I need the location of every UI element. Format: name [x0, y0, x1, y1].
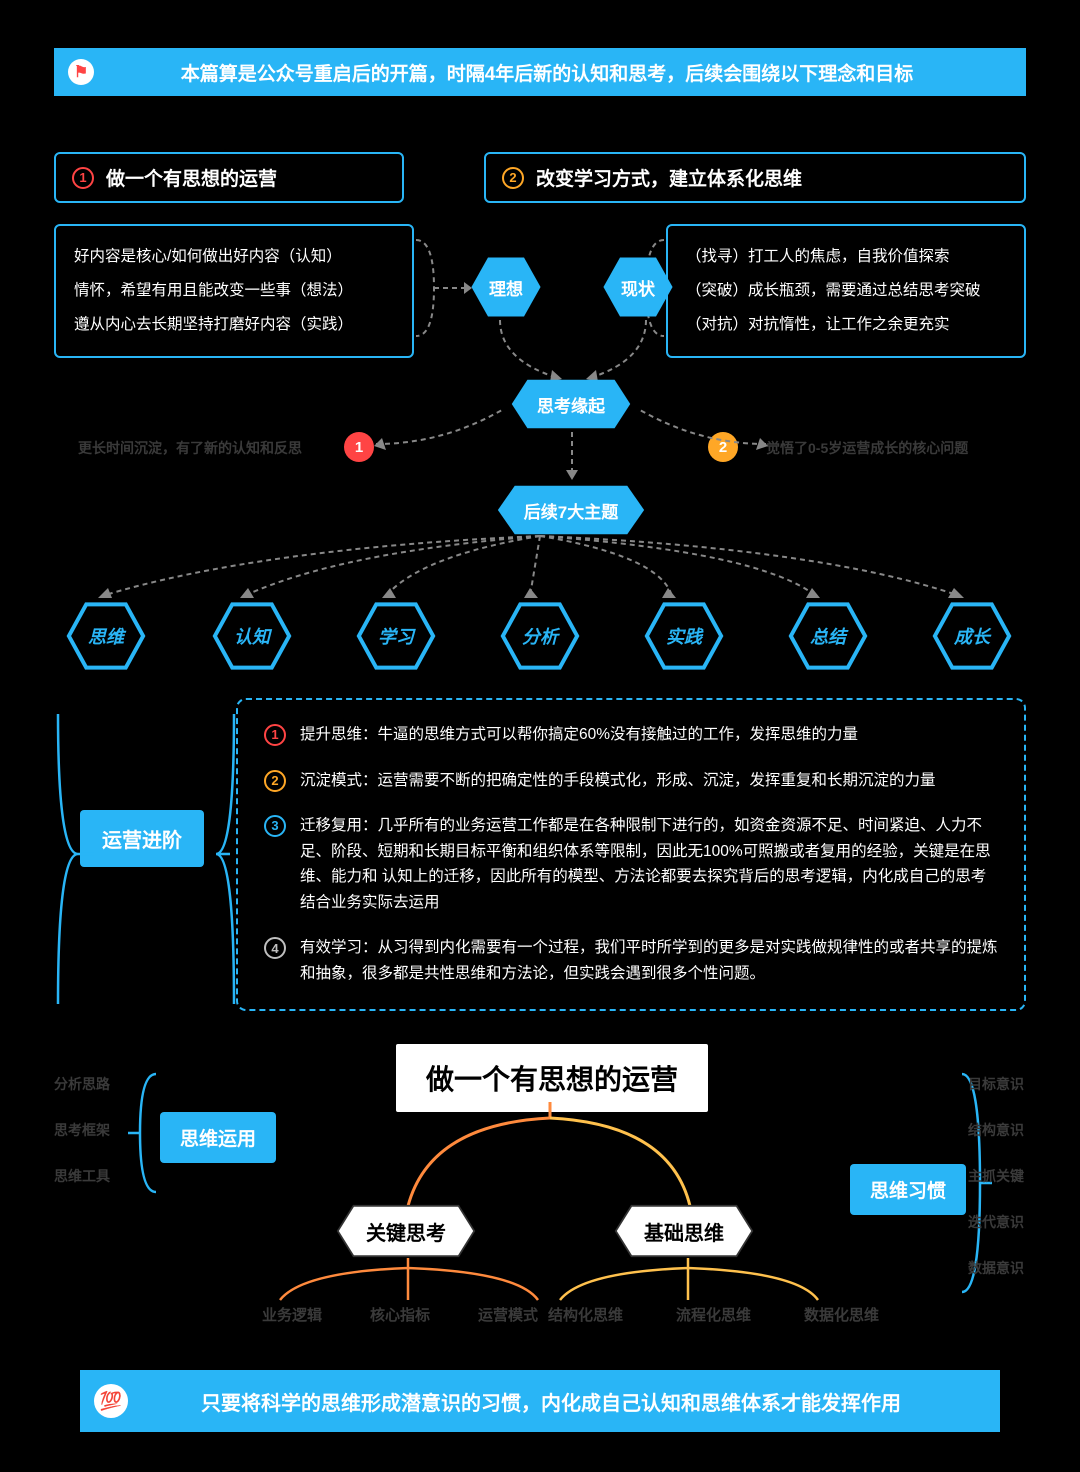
theme-hex-1: 认知: [210, 602, 294, 670]
current-line-3: （对抗）对抗惰性，让工作之余更充实: [686, 308, 1006, 342]
advance-text-2: 迁移复用：几乎所有的业务运营工作都是在各种限制下进行的，如资金资源不足、时间紧迫…: [300, 813, 998, 915]
ideal-details: 好内容是核心/如何做出好内容（认知） 情怀，希望有用且能改变一些事（想法） 遵从…: [54, 224, 414, 358]
current-line-1: （找寻）打工人的焦虑，自我价值探索: [686, 240, 1006, 274]
right-item-2: 主抓关键: [968, 1166, 1024, 1186]
goal-2: 2 改变学习方式，建立体系化思维: [484, 152, 1026, 203]
hundred-icon: 💯: [94, 1384, 128, 1418]
ideal-line-2: 情怀，希望有用且能改变一些事（想法）: [74, 274, 394, 308]
advance-badge-2: 3: [264, 815, 286, 837]
advance-badge-1: 2: [264, 770, 286, 792]
left-side-tag: 思维运用: [160, 1112, 276, 1163]
left-item-2: 思维工具: [54, 1166, 110, 1186]
theme-hex-3: 分析: [498, 602, 582, 670]
advance-item-1: 2 沉淀模式：运营需要不断的把确定性的手段模式化，形成、沉淀，发挥重复和长期沉淀的…: [264, 768, 998, 794]
right-side-tag: 思维习惯: [850, 1164, 966, 1215]
advance-text-0: 提升思维：牛逼的思维方式可以帮你搞定60%没有接触过的工作，发挥思维的力量: [300, 722, 858, 748]
badge-1: 1: [72, 167, 94, 189]
key-leaf-0: 业务逻辑: [262, 1304, 322, 1325]
key-leaf-1: 核心指标: [370, 1304, 430, 1325]
right-item-0: 目标意识: [968, 1074, 1024, 1094]
goal-1-text: 做一个有思想的运营: [106, 164, 277, 191]
theme-hex-6: 成长: [930, 602, 1014, 670]
advance-item-2: 3 迁移复用：几乎所有的业务运营工作都是在各种限制下进行的，如资金资源不足、时间紧…: [264, 813, 998, 915]
ideal-line-3: 遵从内心去长期坚持打磨好内容（实践）: [74, 308, 394, 342]
hex-origin: 思考缘起: [510, 378, 632, 430]
base-leaf-0: 结构化思维: [548, 1304, 623, 1325]
theme-hex-0: 思维: [64, 602, 148, 670]
goal-2-text: 改变学习方式，建立体系化思维: [536, 164, 802, 191]
current-line-2: （突破）成长瓶颈，需要通过总结思考突破: [686, 274, 1006, 308]
theme-hex-5: 总结: [786, 602, 870, 670]
right-item-4: 数据意识: [968, 1258, 1024, 1278]
hex-key: 关键思考: [336, 1204, 476, 1258]
hex-base: 基础思维: [614, 1204, 754, 1258]
key-leaf-2: 运营模式: [478, 1304, 538, 1325]
hex-followup: 后续7大主题: [496, 484, 646, 536]
goal-1: 1 做一个有思想的运营: [54, 152, 404, 203]
theme-hex-4: 实践: [642, 602, 726, 670]
advance-text-1: 沉淀模式：运营需要不断的把确定性的手段模式化，形成、沉淀，发挥重复和长期沉淀的力…: [300, 768, 936, 794]
advance-badge-0: 1: [264, 724, 286, 746]
ideal-line-1: 好内容是核心/如何做出好内容（认知）: [74, 240, 394, 274]
theme-hex-2: 学习: [354, 602, 438, 670]
right-item-3: 迭代意识: [968, 1212, 1024, 1232]
base-leaf-1: 流程化思维: [676, 1304, 751, 1325]
badge-2: 2: [502, 167, 524, 189]
bottom-banner: 💯 只要将科学的思维形成潜意识的习惯，内化成自己认知和思维体系才能发挥作用: [80, 1370, 1000, 1432]
origin-badge-2: 2: [708, 432, 738, 462]
base-leaf-2: 数据化思维: [804, 1304, 879, 1325]
bottom-banner-text: 只要将科学的思维形成潜意识的习惯，内化成自己认知和思维体系才能发挥作用: [142, 1387, 1000, 1416]
flag-icon: ⚑: [68, 59, 94, 85]
current-details: （找寻）打工人的焦虑，自我价值探索 （突破）成长瓶颈，需要通过总结思考突破 （对…: [666, 224, 1026, 358]
advance-badge-3: 4: [264, 937, 286, 959]
advance-tag: 运营进阶: [80, 810, 204, 867]
right-item-1: 结构意识: [968, 1120, 1024, 1140]
hex-ideal: 理想: [470, 256, 542, 318]
origin-note-right: 觉悟了0-5岁运营成长的核心问题: [766, 438, 968, 458]
bottom-title: 做一个有思想的运营: [394, 1042, 710, 1114]
top-banner: ⚑ 本篇算是公众号重启后的开篇，时隔4年后新的认知和思考，后续会围绕以下理念和目…: [54, 48, 1026, 96]
advance-item-3: 4 有效学习：从习得到内化需要有一个过程，我们平时所学到的更多是对实践做规律性的或…: [264, 935, 998, 986]
origin-badge-1: 1: [344, 432, 374, 462]
origin-note-left: 更长时间沉淀，有了新的认知和反思: [78, 438, 302, 458]
advance-box: 1 提升思维：牛逼的思维方式可以帮你搞定60%没有接触过的工作，发挥思维的力量 2沉…: [236, 698, 1026, 1011]
advance-item-0: 1 提升思维：牛逼的思维方式可以帮你搞定60%没有接触过的工作，发挥思维的力量: [264, 722, 998, 748]
hex-current: 现状: [602, 256, 674, 318]
left-item-0: 分析思路: [54, 1074, 110, 1094]
top-banner-text: 本篇算是公众号重启后的开篇，时隔4年后新的认知和思考，后续会围绕以下理念和目标: [108, 59, 1026, 86]
advance-text-3: 有效学习：从习得到内化需要有一个过程，我们平时所学到的更多是对实践做规律性的或者…: [300, 935, 998, 986]
left-item-1: 思考框架: [54, 1120, 110, 1140]
